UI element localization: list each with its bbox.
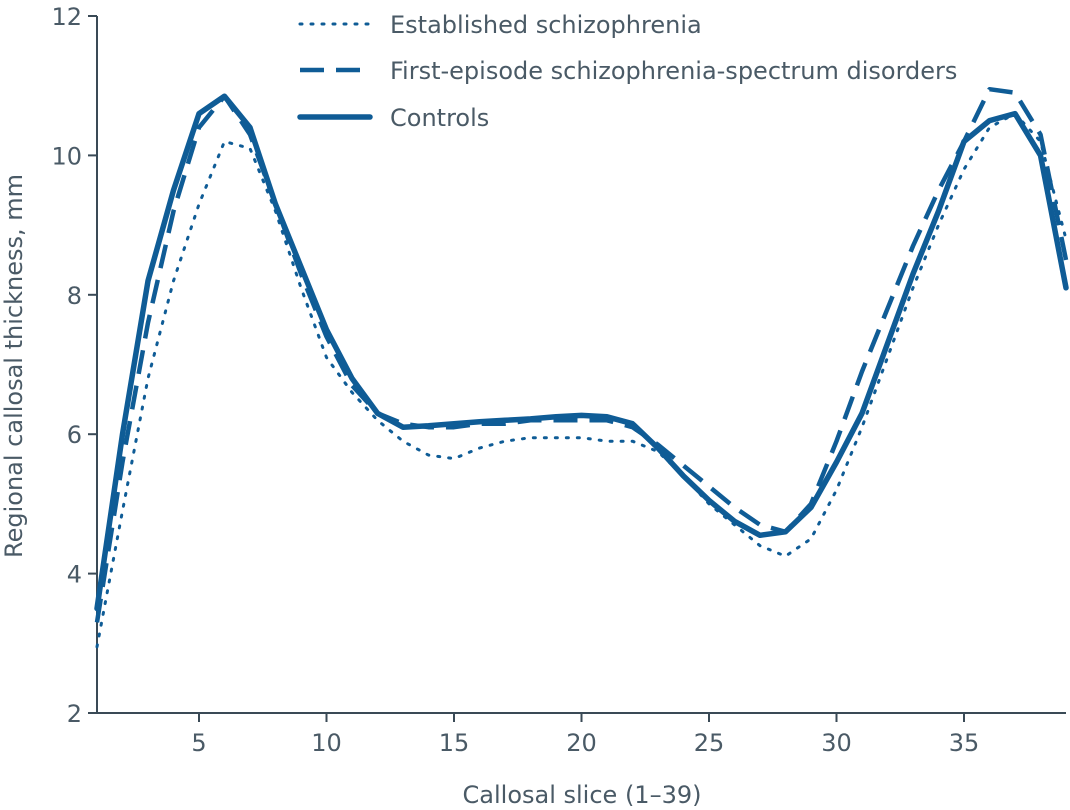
x-tick-label: 10 (311, 729, 342, 757)
y-axis-title: Regional callosal thickness, mm (0, 174, 28, 558)
y-tick-label: 12 (51, 3, 82, 31)
legend-entry-established: Established schizophrenia (298, 11, 702, 39)
y-tick-label: 4 (67, 561, 82, 589)
series-line-dotted (95, 112, 1068, 649)
legend-label-first-episode: First-episode schizophrenia-spectrum dis… (390, 57, 957, 85)
series-line-dashed (94, 86, 1069, 623)
y-ticks: 2 4 6 8 10 12 (51, 3, 97, 728)
x-tick-label: 30 (821, 729, 852, 757)
legend-label-established: Established schizophrenia (390, 11, 702, 39)
x-tick-label: 5 (191, 729, 206, 757)
legend: Established schizophrenia First-episode … (297, 11, 957, 132)
y-tick-label: 2 (67, 700, 82, 728)
x-ticks: 5 10 15 20 25 30 35 (191, 713, 979, 757)
legend-entry-first-episode: First-episode schizophrenia-spectrum dis… (300, 57, 957, 85)
x-tick-label: 20 (566, 729, 597, 757)
x-axis-title: Callosal slice (1–39) (463, 781, 702, 809)
y-tick-label: 10 (51, 142, 82, 170)
legend-label-controls: Controls (390, 104, 489, 132)
y-tick-label: 6 (67, 421, 82, 449)
series-line-solid (94, 93, 1069, 612)
legend-entry-controls: Controls (297, 104, 489, 132)
y-tick-label: 8 (67, 282, 82, 310)
x-tick-label: 35 (949, 729, 980, 757)
x-tick-label: 25 (694, 729, 725, 757)
x-tick-label: 15 (439, 729, 470, 757)
series-lines (94, 86, 1069, 649)
